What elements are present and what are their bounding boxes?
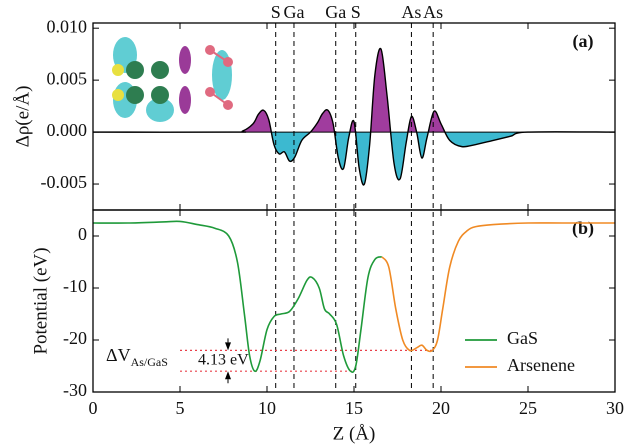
panel-label: (a) xyxy=(573,31,594,52)
y-axis-label: Potential (eV) xyxy=(30,247,51,354)
panel-label: (b) xyxy=(572,218,594,239)
atom-label: As xyxy=(401,2,421,22)
x-tick-label: 20 xyxy=(432,398,450,418)
delta-v-symbol: ΔV xyxy=(106,345,131,365)
y-tick-label: 0.005 xyxy=(47,68,88,88)
atom-label: Ga xyxy=(283,2,304,22)
y-tick-label: 0 xyxy=(78,224,87,244)
series-line xyxy=(381,222,615,353)
x-tick-label: 30 xyxy=(606,398,624,418)
x-tick-label: 15 xyxy=(345,398,363,418)
legend-label: Arsenene xyxy=(507,355,575,375)
atom-label: As xyxy=(423,2,443,22)
y-tick-label: -10 xyxy=(63,276,87,296)
structure-inset xyxy=(112,37,233,122)
atom-label: Ga xyxy=(325,2,346,22)
x-axis-label: Z (Å) xyxy=(333,423,376,444)
x-tick-label: 10 xyxy=(258,398,276,418)
y-tick-label: -30 xyxy=(63,380,87,400)
atom-label: S xyxy=(351,2,361,22)
series-line xyxy=(92,220,383,373)
y-tick-label: -0.005 xyxy=(41,172,88,192)
x-tick-label: 25 xyxy=(519,398,537,418)
curve xyxy=(92,47,616,186)
arrow xyxy=(225,342,231,351)
x-tick-label: 0 xyxy=(89,398,98,418)
delta-v-label: ΔVAs/GaS xyxy=(106,345,168,369)
arrow xyxy=(225,371,231,380)
y-tick-label: 0.000 xyxy=(47,120,88,140)
delta-v-subscript: As/GaS xyxy=(131,355,168,369)
plot-frame xyxy=(92,209,616,393)
y-tick-label: 0.010 xyxy=(47,16,88,36)
x-tick-label: 5 xyxy=(176,398,185,418)
atom-label: S xyxy=(271,2,281,22)
gap-value: 4.13 eV xyxy=(198,351,249,368)
legend-label: GaS xyxy=(507,328,538,348)
y-tick-label: -20 xyxy=(63,328,87,348)
y-axis-label: Δρ(e/Å) xyxy=(12,86,33,148)
